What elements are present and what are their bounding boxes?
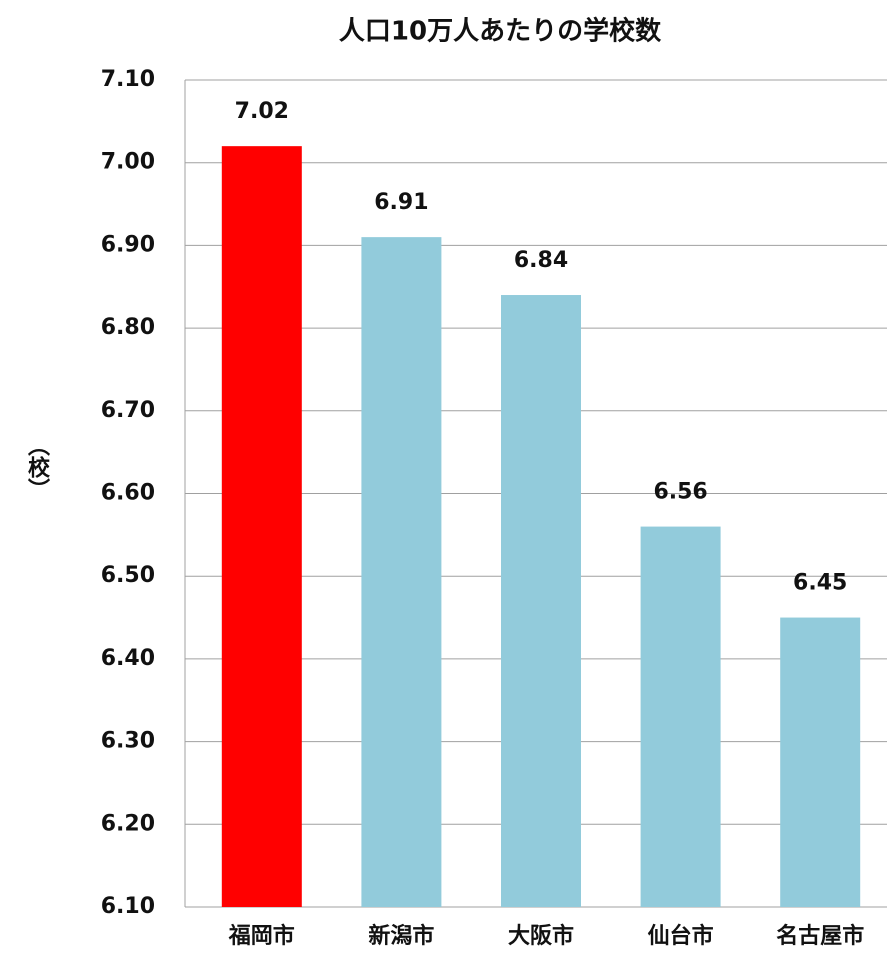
data-label: 7.02 <box>235 99 289 124</box>
x-tick-label: 福岡市 <box>228 923 295 949</box>
y-tick-label: 6.30 <box>101 729 155 754</box>
x-tick-label: 新潟市 <box>368 923 434 949</box>
y-tick-label: 6.70 <box>101 398 155 423</box>
x-tick-label: 大阪市 <box>508 923 574 949</box>
y-tick-label: 6.90 <box>101 232 155 257</box>
y-tick-label: 6.80 <box>101 315 155 340</box>
bar <box>221 146 302 907</box>
bar <box>780 617 861 907</box>
y-tick-label: 6.10 <box>101 894 155 919</box>
y-tick-label: 6.20 <box>101 811 155 836</box>
bar <box>501 295 581 907</box>
data-label: 6.91 <box>374 190 428 215</box>
y-tick-label: 7.10 <box>101 67 155 92</box>
data-label: 6.56 <box>653 480 707 505</box>
x-tick-label: 仙台市 <box>648 923 714 949</box>
y-tick-label: 6.60 <box>101 481 155 506</box>
y-tick-label: 6.50 <box>101 563 155 588</box>
y-axis-label: （校） <box>24 434 50 500</box>
y-tick-label: 7.00 <box>101 150 155 175</box>
x-tick-label: 名古屋市 <box>776 923 864 949</box>
bar <box>361 237 442 907</box>
data-label: 6.84 <box>514 248 568 273</box>
y-tick-label: 6.40 <box>101 646 155 671</box>
bar <box>640 526 721 907</box>
chart-title: 人口10万人あたりの学校数 <box>339 16 662 47</box>
data-label: 6.45 <box>793 571 847 596</box>
